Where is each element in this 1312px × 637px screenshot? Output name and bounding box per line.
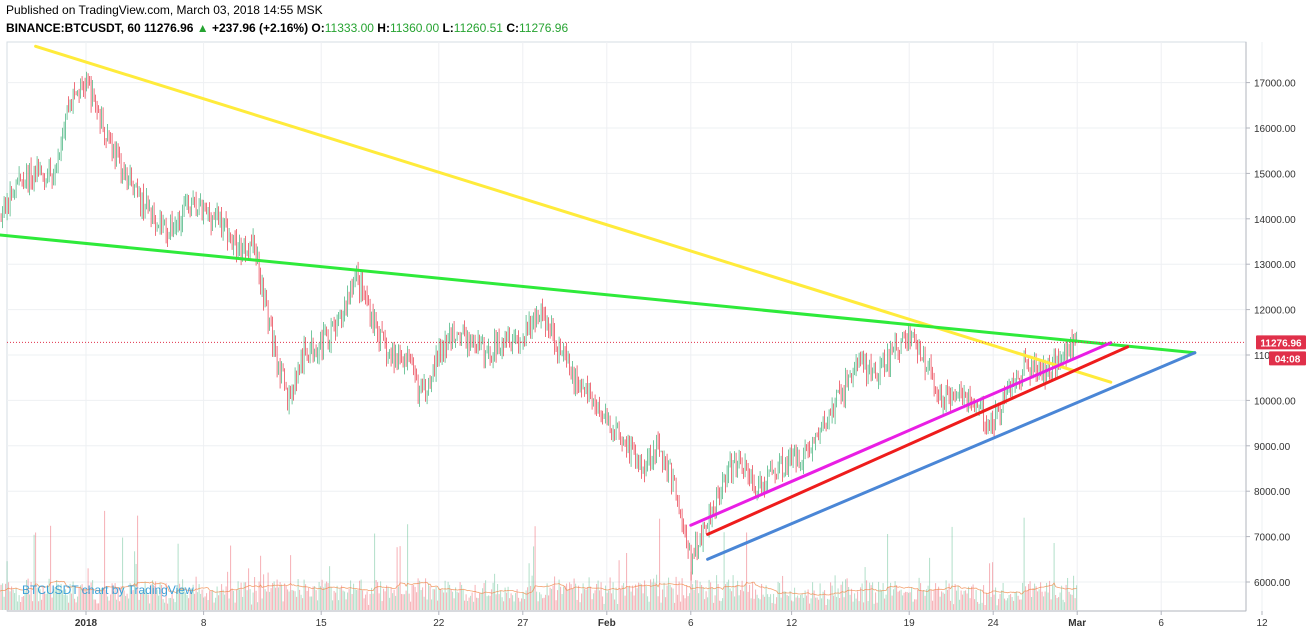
candles xyxy=(0,71,1077,581)
x-tick-label: Feb xyxy=(598,618,616,629)
x-tick-label: 22 xyxy=(433,618,445,629)
x-tick-label: 2018 xyxy=(75,618,98,629)
chart-watermark: BTCUSDT chart by TradingView xyxy=(22,583,194,597)
x-tick-label: 12 xyxy=(1256,618,1268,629)
y-tick-label: 9000.00 xyxy=(1254,442,1291,453)
y-tick-label: 6000.00 xyxy=(1254,578,1291,589)
y-tick-label: 8000.00 xyxy=(1254,487,1291,498)
x-tick-label: Mar xyxy=(1068,618,1086,629)
open-label: O: xyxy=(311,21,325,35)
trendline xyxy=(706,345,1130,536)
x-tick-label: 12 xyxy=(786,618,798,629)
published-line: Published on TradingView.com, March 03, … xyxy=(6,3,323,17)
trendline xyxy=(689,341,1113,527)
up-arrow-icon: ▲ xyxy=(196,21,209,35)
price-change: +237.96 (+2.16%) xyxy=(212,21,309,35)
close-label: C: xyxy=(506,21,519,35)
x-tick-label: 15 xyxy=(316,618,328,629)
x-tick-label: 6 xyxy=(1158,618,1164,629)
low-value: 11260.51 xyxy=(453,21,503,35)
symbol-label: BINANCE:BTCUSDT, 60 xyxy=(6,21,141,35)
chart-grid xyxy=(6,41,1263,612)
low-label: L: xyxy=(442,21,454,35)
volume-ma-line xyxy=(0,580,1077,596)
high-label: H: xyxy=(377,21,390,35)
countdown-badge xyxy=(1269,351,1306,366)
y-tick-label: 17000.00 xyxy=(1254,79,1296,90)
x-tick-label: 27 xyxy=(517,618,529,629)
y-tick-label: 13000.00 xyxy=(1254,260,1296,271)
y-tick-label: 14000.00 xyxy=(1254,215,1296,226)
trendline xyxy=(0,233,1197,355)
x-tick-label: 8 xyxy=(201,618,207,629)
close-value: 11276.96 xyxy=(518,21,569,35)
last-price-badge xyxy=(1256,335,1306,350)
trendline xyxy=(706,351,1197,561)
last-price-badge-text: 11276.96 xyxy=(1260,338,1302,349)
countdown-badge-text: 04:08 xyxy=(1275,354,1301,365)
x-tick-label: 6 xyxy=(688,618,694,629)
high-value: 11360.00 xyxy=(389,21,440,35)
y-tick-label: 12000.00 xyxy=(1254,306,1296,317)
ohlc-line: BINANCE:BTCUSDT, 60 11276.96 ▲ +237.96 (… xyxy=(6,21,568,35)
plot-area xyxy=(6,41,1247,612)
x-tick-label: 24 xyxy=(988,618,1000,629)
x-tick-label: 19 xyxy=(904,618,916,629)
volume-bars xyxy=(0,510,1078,610)
y-tick-label: 16000.00 xyxy=(1254,124,1296,135)
y-tick-label: 7000.00 xyxy=(1254,533,1291,544)
last-price: 11276.96 xyxy=(144,21,194,35)
chart-axes: 6000.007000.008000.009000.0010000.001100… xyxy=(7,42,1306,629)
open-value: 11333.00 xyxy=(324,21,374,35)
y-tick-label: 15000.00 xyxy=(1254,169,1296,180)
trendlines xyxy=(0,44,1197,561)
y-tick-label: 10000.00 xyxy=(1254,396,1296,407)
